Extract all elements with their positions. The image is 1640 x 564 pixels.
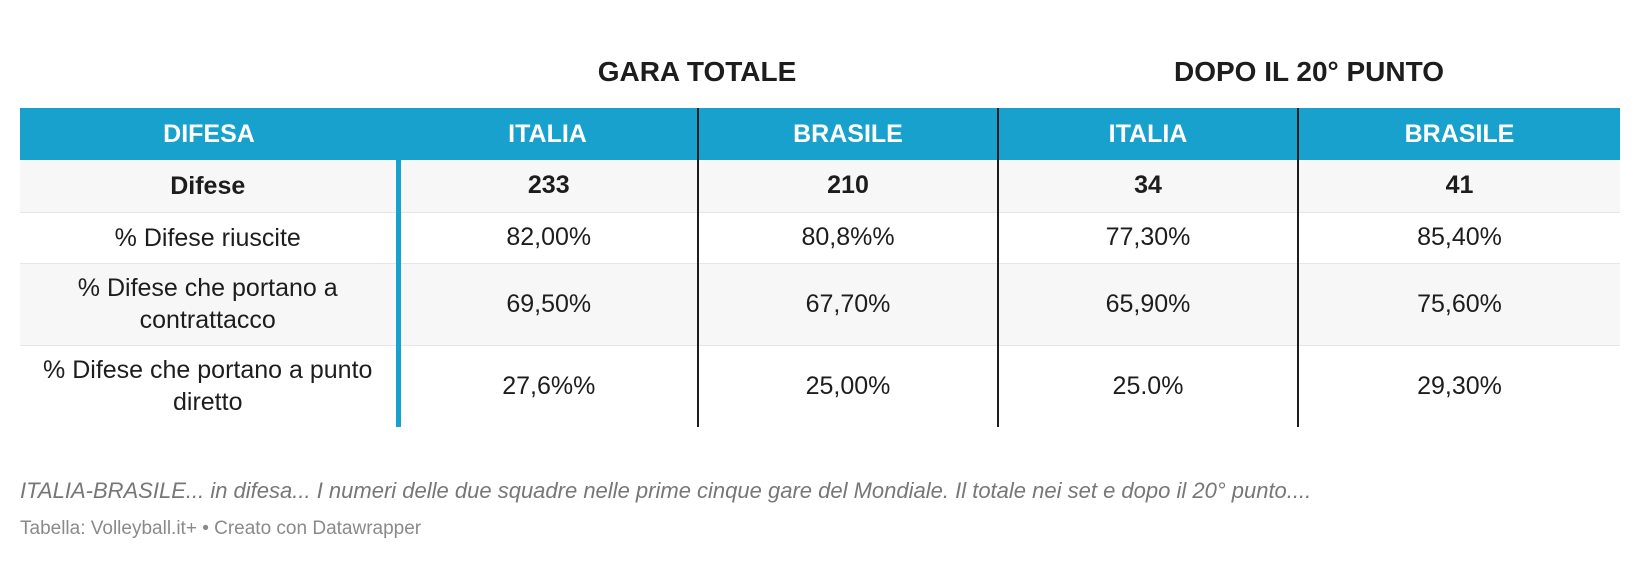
table-cell: 25.0%: [997, 345, 1298, 427]
table-cell: 34: [997, 160, 1298, 213]
row-label: % Difese che portano a contrattacco: [20, 263, 401, 346]
table-row: % Difese che portano a contrattacco 69,5…: [20, 263, 1620, 346]
table-cell: 75,60%: [1297, 263, 1620, 346]
table-cell: 29,30%: [1297, 345, 1620, 427]
column-header-difesa[interactable]: DIFESA: [20, 108, 398, 160]
table-cell: 77,30%: [997, 212, 1298, 264]
table-cell: 80,8%%: [697, 212, 998, 264]
table-cell: 67,70%: [697, 263, 998, 346]
table-cell: 65,90%: [997, 263, 1298, 346]
table-cell: 41: [1297, 160, 1620, 213]
row-label: % Difese riuscite: [20, 212, 401, 264]
column-header-italia-20[interactable]: ITALIA: [997, 108, 1298, 160]
chart-source: Tabella: Volleyball.it+ • Creato con Dat…: [20, 518, 422, 539]
table-cell: 69,50%: [398, 263, 698, 346]
table-cell: 27,6%%: [502, 371, 596, 400]
table-cell: 82,00%: [398, 212, 698, 264]
table-cell: 25,00%: [697, 345, 998, 427]
table-row: % Difese riuscite 82,00% 80,8%% 77,30% 8…: [20, 212, 1620, 264]
table-cell: 85,40%: [1297, 212, 1620, 264]
column-header-italia-totale[interactable]: ITALIA: [398, 108, 698, 160]
row-label: % Difese che portano a punto diretto: [20, 345, 401, 427]
chart-notes: ITALIA-BRASILE... in difesa... I numeri …: [20, 478, 1312, 503]
group-header-dopo-20-punto: DOPO IL 20° PUNTO: [1173, 56, 1444, 87]
column-header-brasile-20[interactable]: BRASILE: [1297, 108, 1620, 160]
data-table: DIFESA ITALIA BRASILE ITALIA BRASILE Dif…: [20, 108, 1620, 427]
table-cell: 210: [697, 160, 998, 213]
table-row: % Difese che portano a punto diretto 27,…: [20, 345, 1620, 427]
table-cell: 233: [398, 160, 698, 213]
column-header-brasile-totale[interactable]: BRASILE: [697, 108, 998, 160]
header-row: DIFESA ITALIA BRASILE ITALIA BRASILE: [20, 108, 1620, 160]
row-label: Difese: [20, 160, 401, 213]
group-header-gara-totale: GARA TOTALE: [597, 56, 797, 87]
table-row: Difese 233 210 34 41: [20, 160, 1620, 213]
